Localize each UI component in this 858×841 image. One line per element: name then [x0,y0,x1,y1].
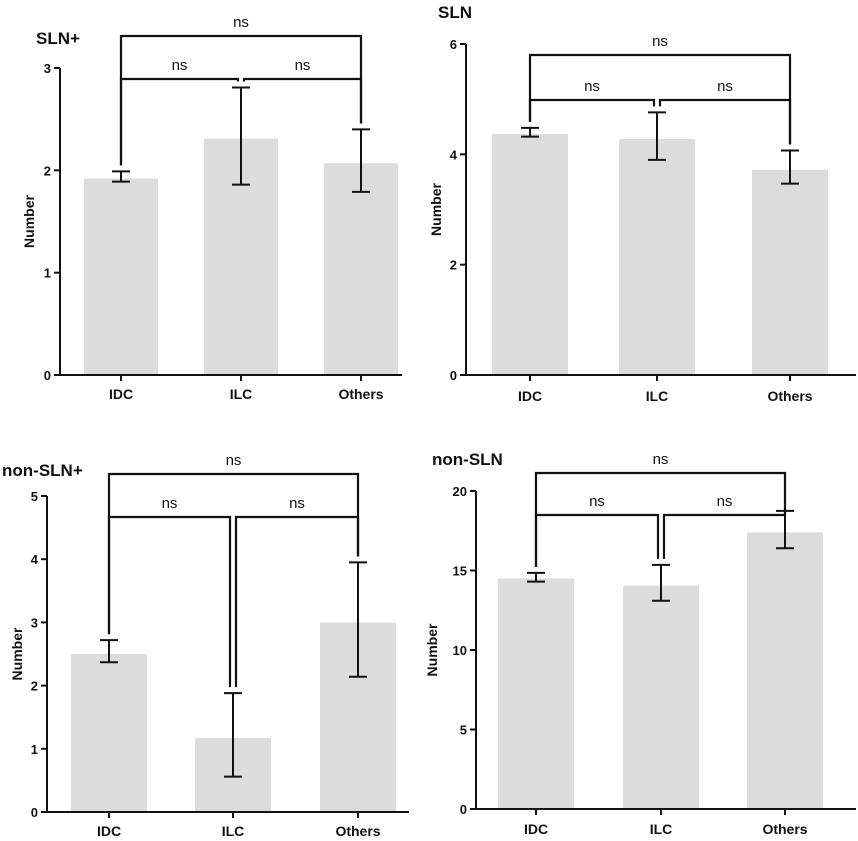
x-tick-label: ILC [222,823,245,839]
y-axis-label: Number [424,623,440,676]
significance-bracket [234,515,360,688]
bar-ilc [619,138,695,375]
significance-label: ns [289,495,305,512]
chart-sln-plus: SLN+ Number 0 1 2 3 IDC ILC Others ns ns ns [21,14,402,402]
y-tick-label: 2 [44,163,51,178]
y-tick-label: 0 [44,368,51,383]
chart-title: SLN+ [36,29,80,48]
significance-label: ns [162,495,178,512]
bar-ilc [623,585,699,809]
y-tick-label: 20 [453,484,467,499]
bar-idc [84,178,158,375]
y-axis-label: Number [428,183,444,236]
x-tick-label: IDC [109,386,133,402]
y-tick-label: 0 [450,368,457,383]
chart-non-sln: non-SLN Number 0 5 10 15 20 IDC ILC Others ns ns ns [424,450,856,837]
x-tick-label: IDC [524,821,548,837]
y-tick-label: 0 [460,802,467,817]
bar-others [752,169,828,375]
chart-title: SLN [438,3,472,22]
significance-label: ns [226,452,242,469]
y-tick-label: 3 [31,615,38,630]
y-tick-label: 4 [450,147,458,162]
significance-label: ns [172,57,188,74]
y-axis-label: Number [21,195,37,248]
significance-label: ns [295,57,311,74]
significance-label: ns [589,493,605,510]
x-tick-label: Others [335,823,380,839]
significance-bracket [119,77,240,166]
significance-label: ns [652,33,668,50]
y-tick-label: 1 [44,266,51,281]
x-tick-label: Others [762,821,807,837]
x-tick-label: Others [767,388,812,404]
y-tick-label: 3 [44,61,51,76]
significance-label: ns [584,78,600,95]
bar-idc [492,133,568,375]
x-tick-label: Others [338,386,383,402]
y-tick-label: 2 [450,258,457,273]
x-tick-label: IDC [97,823,121,839]
chart-title: non-SLN+ [2,461,83,480]
bar-others [324,163,398,375]
y-tick-label: 0 [31,805,38,820]
x-tick-label: ILC [646,388,669,404]
chart-title: non-SLN [432,450,503,469]
significance-bracket [534,513,660,567]
significance-bracket [662,504,787,559]
chart-sln: SLN Number 0 2 4 6 IDC ILC Others ns ns ns [428,3,856,404]
chart-non-sln-plus: non-SLN+ Number 0 1 2 3 4 5 IDC ILC Others ns ns ns [2,452,409,839]
significance-label: ns [717,493,733,510]
significance-bracket [658,98,792,145]
y-tick-label: 5 [31,489,38,504]
significance-bracket [242,77,363,124]
significance-label: ns [717,78,733,95]
x-tick-label: ILC [650,821,673,837]
significance-label: ns [233,14,249,31]
x-tick-label: IDC [518,388,542,404]
significance-bracket [107,515,232,688]
bar-idc [498,578,574,809]
y-tick-label: 15 [453,564,467,579]
y-tick-label: 10 [453,643,467,658]
y-tick-label: 5 [460,723,467,738]
significance-bracket [107,472,360,635]
significance-bracket [528,98,656,122]
bar-idc [71,654,147,812]
x-tick-label: ILC [230,386,253,402]
y-tick-label: 6 [450,37,457,52]
y-axis-label: Number [9,627,25,680]
significance-label: ns [653,451,669,468]
bar-others [747,532,823,809]
y-tick-label: 4 [31,552,39,567]
y-tick-label: 2 [31,679,38,694]
y-tick-label: 1 [31,742,38,757]
